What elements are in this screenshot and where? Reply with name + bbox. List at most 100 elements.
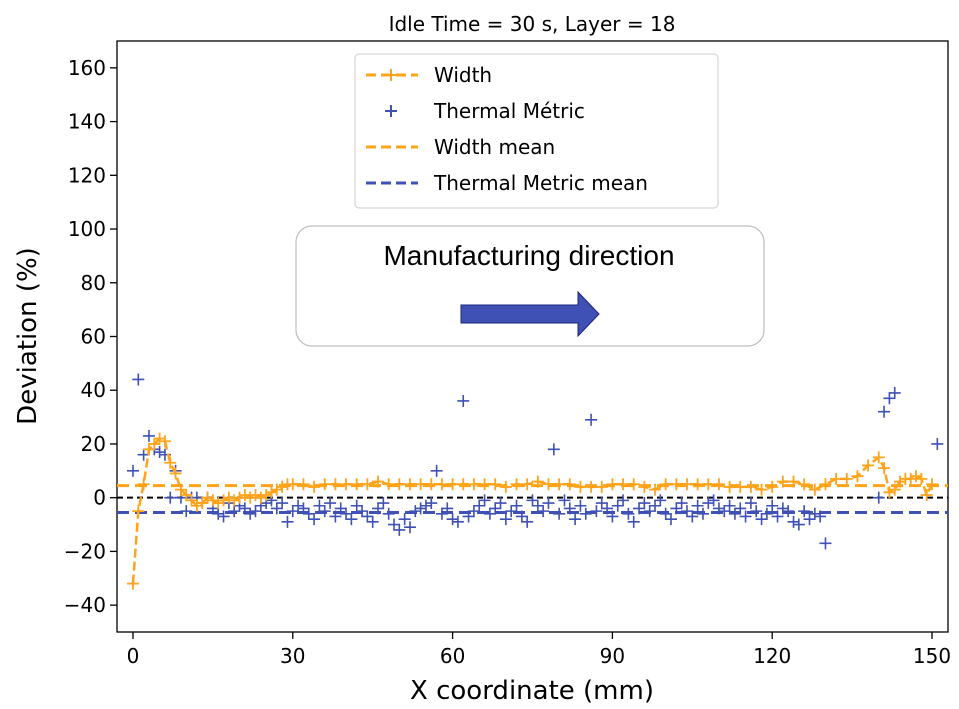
thermal-point [345, 513, 358, 526]
width-point [798, 478, 811, 491]
y-axis-title: Deviation (%) [13, 247, 43, 425]
thermal-point [595, 497, 608, 510]
width-point [206, 494, 219, 507]
thermal-point [372, 502, 385, 515]
thermal-point [808, 507, 821, 520]
width-point [888, 483, 901, 496]
thermal-point [531, 499, 544, 512]
thermal-point [409, 505, 422, 518]
thermal-point [728, 507, 741, 520]
thermal-point [723, 499, 736, 512]
width-point [776, 475, 789, 488]
thermal-point [308, 513, 321, 526]
thermal-point [393, 523, 406, 536]
width-point [872, 451, 885, 464]
width-point [723, 480, 736, 493]
width-point [414, 478, 427, 491]
thermal-point [547, 443, 560, 456]
thermal-point [585, 413, 598, 426]
thermal-point [787, 515, 800, 528]
thermal-point [382, 507, 395, 520]
thermal-point [638, 497, 651, 510]
thermal-point [361, 510, 374, 523]
thermal-point [478, 494, 491, 507]
thermal-point [419, 499, 432, 512]
width-point [212, 497, 225, 510]
thermal-point [696, 507, 709, 520]
thermal-point [180, 505, 193, 518]
width-point [915, 472, 928, 485]
width-point [755, 483, 768, 496]
thermal-point [760, 507, 773, 520]
width-point [174, 483, 187, 496]
width-point [185, 494, 198, 507]
x-tick-label: 30 [280, 644, 305, 668]
thermal-point [228, 505, 241, 518]
width-point [808, 483, 821, 496]
thermal-point [270, 502, 283, 515]
width-point [744, 480, 757, 493]
width-point [276, 480, 289, 493]
width-point [372, 475, 385, 488]
thermal-point [153, 446, 166, 459]
width-point [467, 478, 480, 491]
width-point [542, 478, 555, 491]
y-tick-label: 40 [81, 378, 106, 402]
width-point [670, 478, 683, 491]
thermal-point [164, 491, 177, 504]
thermal-point [707, 494, 720, 507]
thermal-point [126, 464, 139, 477]
legend-label-thermal-mean: Thermal Metric mean [433, 171, 648, 195]
width-point [606, 478, 619, 491]
width-point [340, 478, 353, 491]
thermal-point [633, 502, 646, 515]
width-point [862, 459, 875, 472]
thermal-point [425, 497, 438, 510]
thermal-point [766, 499, 779, 512]
thermal-point [276, 497, 289, 510]
width-point [883, 486, 896, 499]
y-tick-label: 120 [68, 163, 106, 187]
thermal-point [366, 515, 379, 528]
thermal-point [686, 510, 699, 523]
legend-marker-thermal [385, 105, 397, 117]
thermal-point [403, 521, 416, 534]
thermal-point [878, 405, 891, 418]
x-axis-title: X coordinate (mm) [410, 676, 654, 706]
x-tick-label: 150 [913, 644, 951, 668]
thermal-point [494, 497, 507, 510]
thermal-point [212, 507, 225, 520]
width-point [425, 478, 438, 491]
thermal-point [302, 507, 315, 520]
thermal-point [446, 513, 459, 526]
thermal-point [569, 513, 582, 526]
width-point [148, 437, 161, 450]
legend-marker-width [385, 69, 397, 81]
thermal-point [702, 497, 715, 510]
width-point [499, 480, 512, 493]
width-point [244, 491, 257, 504]
thermal-point [515, 510, 528, 523]
thermal-point [643, 505, 656, 518]
thermal-point [553, 507, 566, 520]
thermal-point [691, 499, 704, 512]
width-point [260, 488, 273, 501]
thermal-point [739, 510, 752, 523]
width-point [201, 491, 214, 504]
thermal-point [329, 510, 342, 523]
thermal-point [142, 429, 155, 442]
width-point [787, 475, 800, 488]
width-point [926, 478, 939, 491]
width-point [478, 478, 491, 491]
thermal-point [521, 515, 534, 528]
thermal-point [888, 386, 901, 399]
thermal-point [680, 505, 693, 518]
width-point [920, 488, 933, 501]
thermal-point [776, 502, 789, 515]
width-point [712, 478, 725, 491]
thermal-point [526, 494, 539, 507]
thermal-point [734, 502, 747, 515]
width-point [249, 488, 262, 501]
thermal-point [601, 502, 614, 515]
width-point [222, 491, 235, 504]
